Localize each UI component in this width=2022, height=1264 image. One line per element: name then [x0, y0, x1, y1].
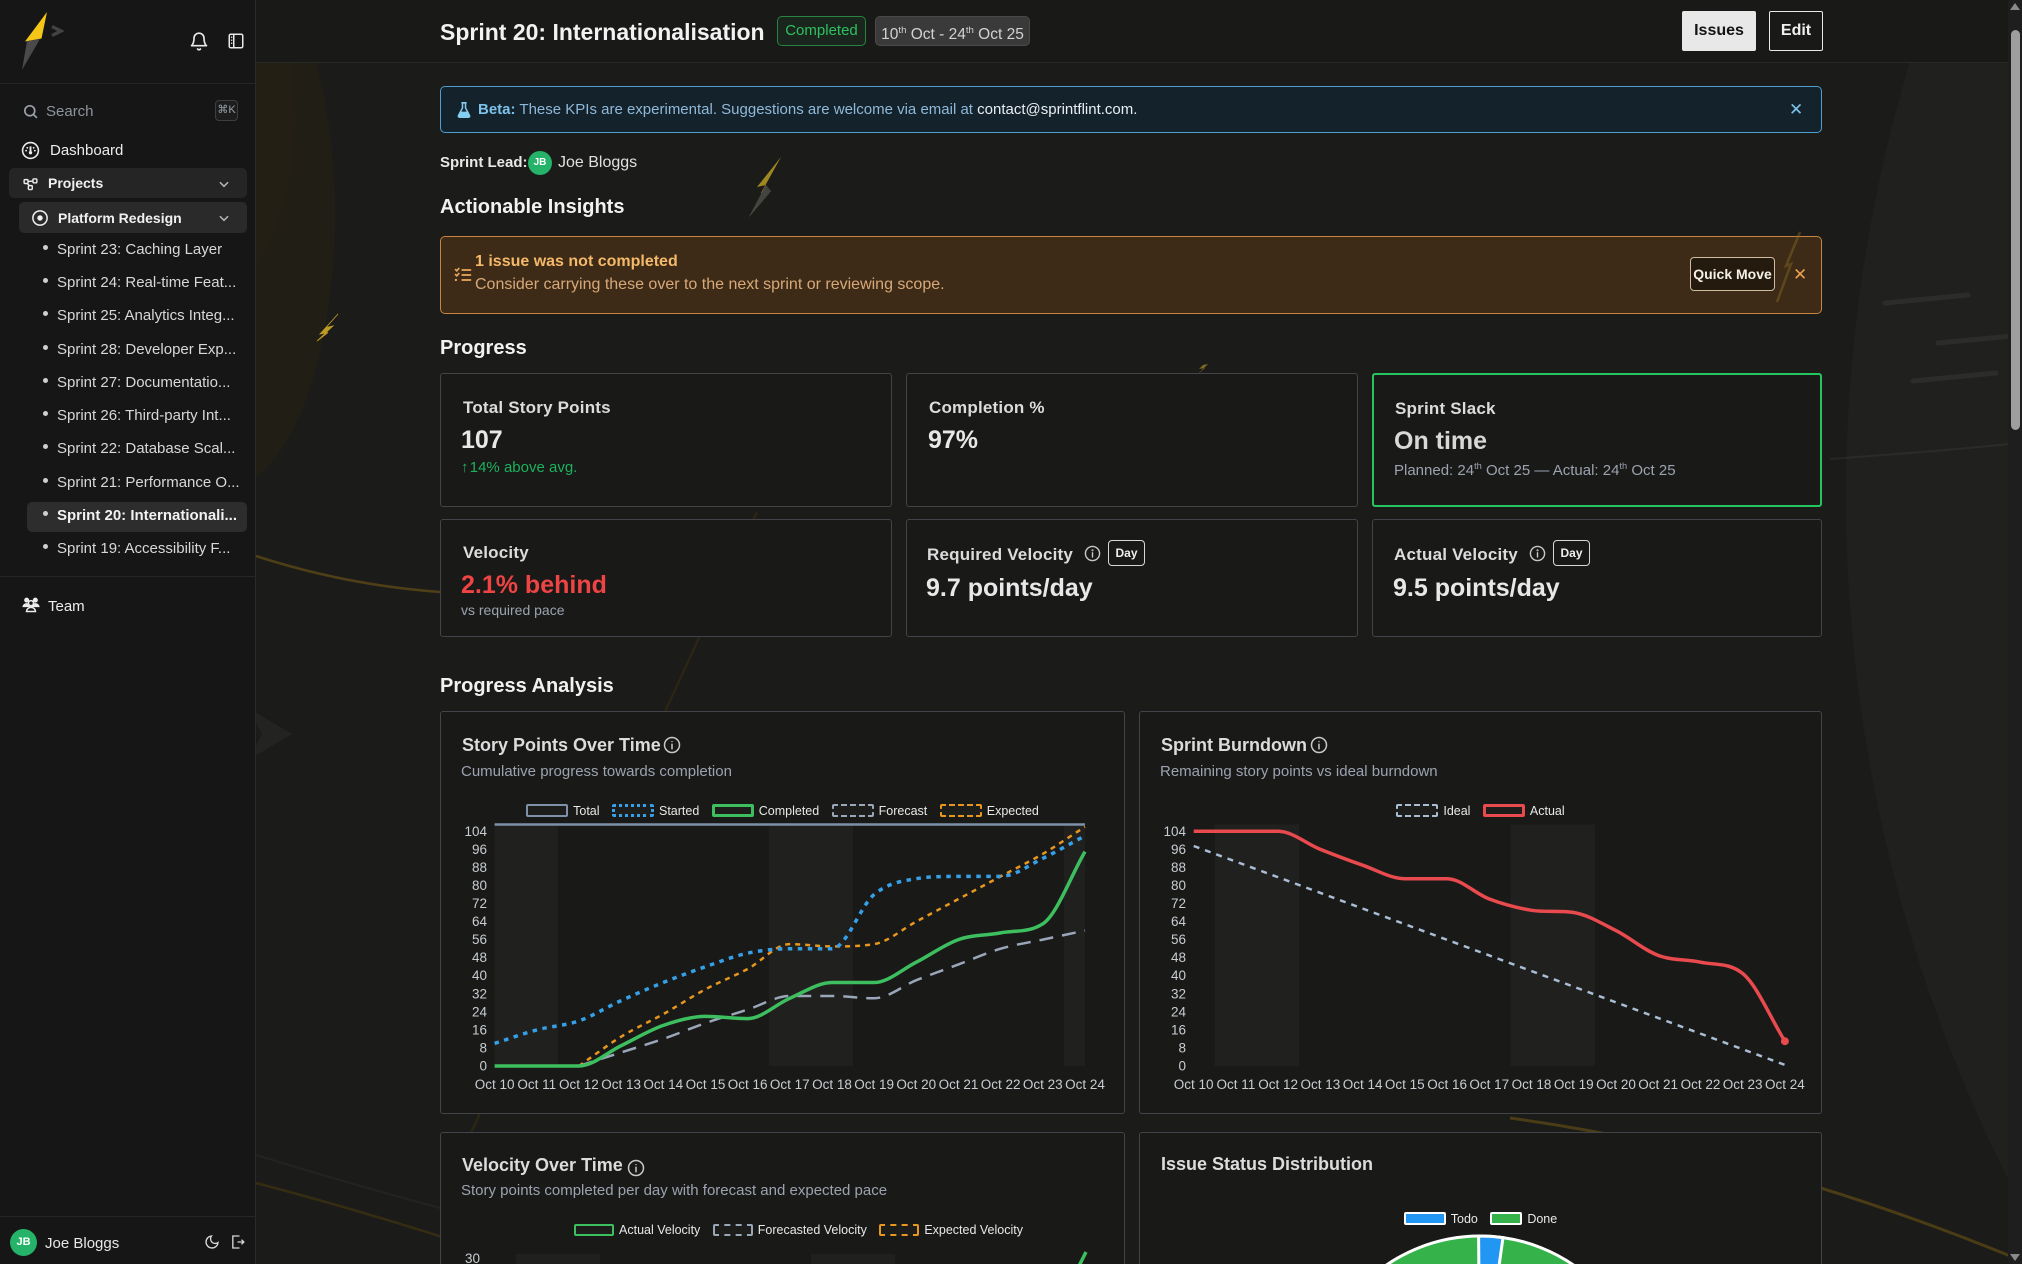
- svg-text:Oct 11: Oct 11: [1217, 1077, 1256, 1092]
- svg-text:Oct 23: Oct 23: [1023, 1077, 1063, 1092]
- svg-text:72: 72: [1171, 896, 1186, 911]
- svg-text:8: 8: [479, 1040, 487, 1055]
- svg-text:Oct 12: Oct 12: [559, 1077, 599, 1092]
- svg-text:Oct 17: Oct 17: [1469, 1077, 1509, 1092]
- svg-text:Oct 22: Oct 22: [1681, 1077, 1721, 1092]
- svg-text:Oct 16: Oct 16: [1427, 1077, 1467, 1092]
- svg-text:Oct 24: Oct 24: [1765, 1077, 1805, 1092]
- svg-text:80: 80: [1171, 878, 1186, 893]
- svg-text:0: 0: [1178, 1059, 1186, 1074]
- svg-text:Oct 14: Oct 14: [643, 1077, 683, 1092]
- svg-text:Oct 17: Oct 17: [770, 1077, 810, 1092]
- svg-text:96: 96: [1171, 842, 1186, 857]
- svg-text:Oct 13: Oct 13: [601, 1077, 641, 1092]
- svg-text:Oct 18: Oct 18: [812, 1077, 852, 1092]
- svg-text:24: 24: [1171, 1004, 1187, 1019]
- svg-text:72: 72: [472, 896, 487, 911]
- svg-text:64: 64: [472, 914, 488, 929]
- svg-text:16: 16: [1171, 1022, 1186, 1037]
- svg-text:Oct 22: Oct 22: [981, 1077, 1021, 1092]
- svg-text:64: 64: [1171, 914, 1187, 929]
- svg-text:88: 88: [1171, 860, 1186, 875]
- svg-text:Oct 12: Oct 12: [1258, 1077, 1298, 1092]
- svg-text:40: 40: [1171, 968, 1186, 983]
- svg-text:88: 88: [472, 860, 487, 875]
- svg-text:Oct 24: Oct 24: [1065, 1077, 1105, 1092]
- svg-text:80: 80: [472, 878, 487, 893]
- svg-text:48: 48: [472, 950, 487, 965]
- svg-text:0: 0: [479, 1059, 487, 1074]
- svg-text:Oct 23: Oct 23: [1723, 1077, 1763, 1092]
- svg-text:Oct 10: Oct 10: [1174, 1077, 1214, 1092]
- svg-text:Oct 21: Oct 21: [939, 1077, 979, 1092]
- svg-text:Oct 19: Oct 19: [854, 1077, 894, 1092]
- svg-text:56: 56: [472, 932, 487, 947]
- svg-text:32: 32: [472, 986, 487, 1001]
- svg-text:40: 40: [472, 968, 487, 983]
- svg-text:8: 8: [1178, 1040, 1186, 1055]
- svg-text:Oct 18: Oct 18: [1512, 1077, 1552, 1092]
- svg-text:Oct 15: Oct 15: [1385, 1077, 1425, 1092]
- svg-text:16: 16: [472, 1022, 487, 1037]
- svg-text:Oct 20: Oct 20: [1596, 1077, 1636, 1092]
- svg-text:Oct 11: Oct 11: [517, 1077, 556, 1092]
- svg-text:56: 56: [1171, 932, 1186, 947]
- svg-text:Oct 20: Oct 20: [896, 1077, 936, 1092]
- svg-text:Oct 15: Oct 15: [686, 1077, 726, 1092]
- svg-text:Oct 16: Oct 16: [728, 1077, 768, 1092]
- svg-text:104: 104: [1163, 824, 1186, 839]
- svg-text:32: 32: [1171, 986, 1186, 1001]
- svg-text:30: 30: [465, 1251, 480, 1264]
- svg-text:96: 96: [472, 842, 487, 857]
- svg-text:Oct 10: Oct 10: [475, 1077, 515, 1092]
- svg-text:104: 104: [464, 824, 487, 839]
- svg-text:48: 48: [1171, 950, 1186, 965]
- svg-text:Oct 14: Oct 14: [1343, 1077, 1383, 1092]
- svg-text:24: 24: [472, 1004, 488, 1019]
- svg-text:Oct 21: Oct 21: [1638, 1077, 1678, 1092]
- svg-text:Oct 13: Oct 13: [1301, 1077, 1341, 1092]
- svg-text:Oct 19: Oct 19: [1554, 1077, 1594, 1092]
